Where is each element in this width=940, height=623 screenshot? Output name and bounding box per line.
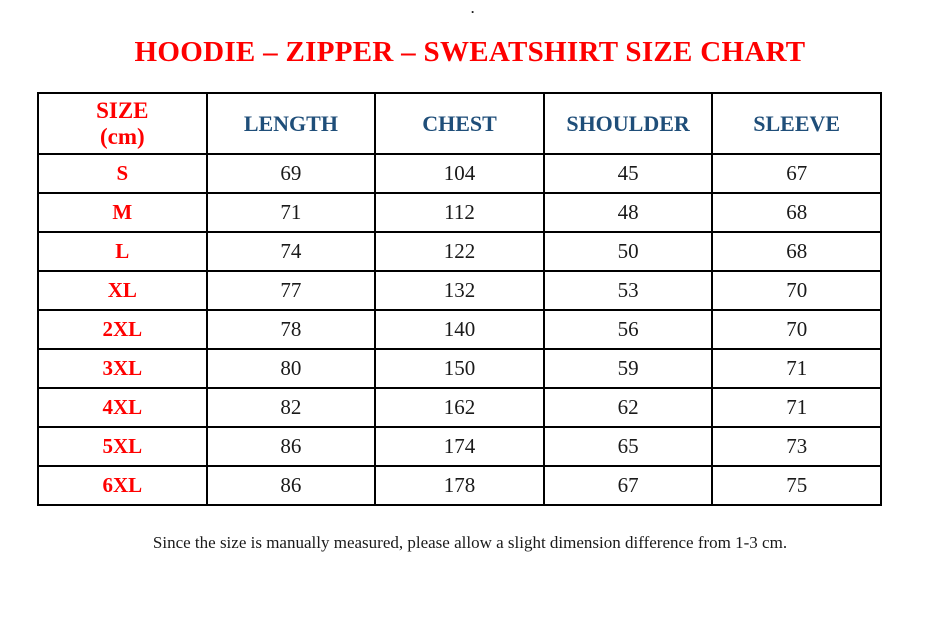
value-cell-length: 74 (205, 231, 377, 272)
value-cell-length: 78 (205, 309, 377, 350)
value-cell-chest: 150 (374, 348, 545, 389)
column-header-size: SIZE (cm) (37, 92, 208, 155)
size-cell: L (37, 231, 208, 272)
size-cell: 3XL (37, 348, 208, 389)
value-cell-length: 86 (205, 465, 377, 506)
size-cell: 4XL (37, 387, 208, 428)
table-row-xl: XL 77 132 53 70 (37, 270, 882, 311)
table-row-6xl: 6XL 86 178 67 75 (37, 465, 882, 506)
column-header-chest: CHEST (374, 92, 545, 155)
value-cell-chest: 174 (374, 426, 545, 467)
size-cell: 6XL (37, 465, 208, 506)
value-cell-shoulder: 67 (542, 465, 714, 506)
value-cell-shoulder: 62 (542, 387, 714, 428)
value-cell-sleeve: 67 (711, 153, 882, 194)
value-cell-shoulder: 45 (542, 153, 714, 194)
value-cell-chest: 112 (374, 192, 545, 233)
value-cell-shoulder: 56 (542, 309, 714, 350)
stray-dot-mark: . (471, 1, 475, 16)
table-row-m: M 71 112 48 68 (37, 192, 882, 233)
value-cell-length: 86 (205, 426, 377, 467)
table-body: S 69 104 45 67 M 71 112 48 68 L 74 122 5… (37, 153, 882, 506)
table-row-5xl: 5XL 86 174 65 73 (37, 426, 882, 467)
value-cell-shoulder: 59 (542, 348, 714, 389)
value-cell-shoulder: 65 (542, 426, 714, 467)
value-cell-sleeve: 70 (711, 270, 882, 311)
table-row-2xl: 2XL 78 140 56 70 (37, 309, 882, 350)
value-cell-chest: 162 (374, 387, 545, 428)
column-header-length: LENGTH (205, 92, 377, 155)
value-cell-sleeve: 71 (711, 387, 882, 428)
table-row-l: L 74 122 50 68 (37, 231, 882, 272)
value-cell-chest: 122 (374, 231, 545, 272)
value-cell-length: 69 (205, 153, 377, 194)
size-cell: S (37, 153, 208, 194)
size-cell: M (37, 192, 208, 233)
size-header-line1: SIZE (96, 97, 149, 123)
measurement-disclaimer: Since the size is manually measured, ple… (152, 533, 788, 552)
size-cell: 2XL (37, 309, 208, 350)
value-cell-sleeve: 75 (711, 465, 882, 506)
value-cell-length: 80 (205, 348, 377, 389)
size-chart-table: SIZE (cm) LENGTH CHEST SHOULDER SLEEVE S… (37, 92, 882, 506)
table-row-4xl: 4XL 82 162 62 71 (37, 387, 882, 428)
value-cell-length: 71 (205, 192, 377, 233)
column-header-sleeve: SLEEVE (711, 92, 882, 155)
value-cell-sleeve: 71 (711, 348, 882, 389)
table-header-row: SIZE (cm) LENGTH CHEST SHOULDER SLEEVE (37, 92, 882, 155)
value-cell-length: 82 (205, 387, 377, 428)
value-cell-length: 77 (205, 270, 377, 311)
value-cell-chest: 178 (374, 465, 545, 506)
table-row-s: S 69 104 45 67 (37, 153, 882, 194)
page-title: HOODIE – ZIPPER – SWEATSHIRT SIZE CHART (134, 36, 806, 68)
size-cell: XL (37, 270, 208, 311)
value-cell-sleeve: 73 (711, 426, 882, 467)
value-cell-shoulder: 48 (542, 192, 714, 233)
size-header-line2: (cm) (99, 123, 145, 149)
size-cell: 5XL (37, 426, 208, 467)
value-cell-chest: 132 (374, 270, 545, 311)
value-cell-shoulder: 53 (542, 270, 714, 311)
value-cell-chest: 104 (374, 153, 545, 194)
table-row-3xl: 3XL 80 150 59 71 (37, 348, 882, 389)
value-cell-sleeve: 68 (711, 231, 882, 272)
table-header: SIZE (cm) LENGTH CHEST SHOULDER SLEEVE (37, 92, 882, 155)
value-cell-sleeve: 68 (711, 192, 882, 233)
value-cell-sleeve: 70 (711, 309, 882, 350)
value-cell-shoulder: 50 (542, 231, 714, 272)
column-header-shoulder: SHOULDER (542, 92, 714, 155)
value-cell-chest: 140 (374, 309, 545, 350)
